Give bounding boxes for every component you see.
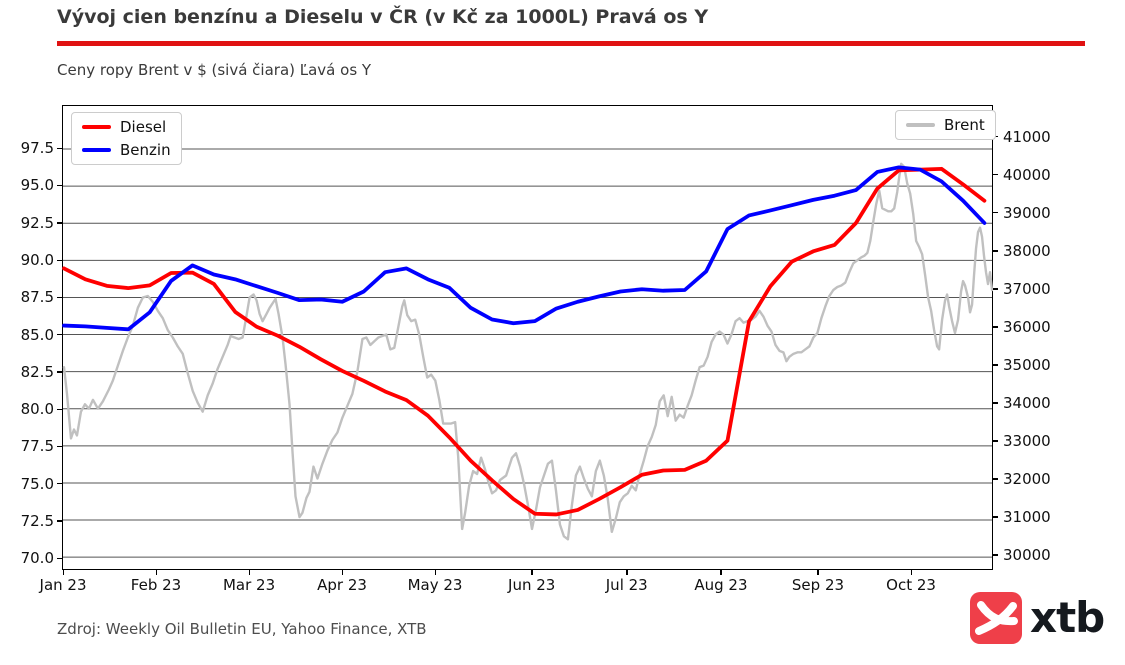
- axis-tick: [993, 440, 998, 442]
- axis-tick: [993, 554, 998, 556]
- axis-tick: [57, 147, 62, 150]
- axis-tick: [57, 445, 62, 448]
- left-axis-tick-label: 97.5: [20, 139, 54, 158]
- series-line-brent: [62, 162, 994, 541]
- right-axis-tick-label: 38000: [1003, 241, 1051, 260]
- axis-tick: [993, 364, 998, 366]
- right-axis-tick-label: 30000: [1003, 545, 1051, 564]
- page-title: Vývoj cien benzínu a Dieselu v ČR (v Kč …: [57, 6, 709, 28]
- axis-tick: [248, 570, 250, 575]
- source-text: Zdroj: Weekly Oil Bulletin EU, Yahoo Fin…: [57, 620, 427, 638]
- legend-label-benzin: Benzin: [120, 141, 171, 159]
- left-axis-tick-label: 75.0: [20, 474, 54, 493]
- axis-tick: [62, 570, 64, 575]
- axis-tick: [57, 184, 62, 187]
- axis-tick: [993, 402, 998, 404]
- left-axis-tick-label: 82.5: [20, 362, 54, 381]
- axis-tick: [57, 520, 62, 522]
- axis-tick: [993, 174, 998, 176]
- x-axis-tick-label: Aug 23: [694, 576, 748, 594]
- axis-tick: [993, 250, 998, 252]
- left-axis-tick-label: 92.5: [20, 213, 54, 232]
- x-axis-tick-label: Feb 23: [130, 576, 182, 594]
- right-axis-tick-label: 39000: [1003, 203, 1051, 222]
- axis-tick: [993, 478, 998, 480]
- legend-fuel[interactable]: Diesel Benzin: [71, 112, 182, 165]
- legend-label-brent: Brent: [944, 116, 985, 134]
- right-axis-tick-label: 31000: [1003, 507, 1051, 526]
- axis-tick: [910, 570, 912, 575]
- axis-tick: [57, 557, 62, 559]
- xtb-bird-icon: [970, 592, 1022, 644]
- axis-tick: [434, 570, 436, 575]
- axis-tick: [57, 371, 62, 373]
- xtb-logo: xtb: [970, 592, 1105, 644]
- x-axis-tick-label: Jan 23: [39, 576, 87, 594]
- diesel-line-swatch: [82, 125, 111, 129]
- title-divider: [57, 41, 1085, 46]
- right-axis-tick-label: 35000: [1003, 355, 1051, 374]
- right-axis-tick-label: 36000: [1003, 317, 1051, 336]
- left-axis-tick-label: 95.0: [20, 176, 54, 195]
- axis-tick: [341, 570, 343, 575]
- left-axis-tick-label: 85.0: [20, 325, 54, 344]
- right-axis-tick-label: 32000: [1003, 469, 1051, 488]
- right-axis-tick-label: 37000: [1003, 279, 1051, 298]
- left-axis-tick-label: 80.0: [20, 400, 54, 419]
- page-subtitle: Ceny ropy Brent v $ (sivá čiara) Ľavá os…: [57, 61, 372, 79]
- plot-area: Diesel Benzin Brent: [62, 105, 996, 570]
- legend-item-diesel: Diesel: [82, 118, 171, 136]
- axis-tick: [57, 259, 62, 261]
- right-axis-tick-label: 40000: [1003, 165, 1051, 184]
- legend-item-brent: Brent: [906, 116, 985, 134]
- left-axis-tick-label: 87.5: [20, 288, 54, 307]
- xtb-logo-text: xtb: [1030, 593, 1105, 642]
- right-axis-tick-label: 33000: [1003, 431, 1051, 450]
- right-axis-tick-label: 34000: [1003, 393, 1051, 412]
- axis-tick: [57, 296, 62, 299]
- axis-tick: [993, 516, 998, 518]
- plot-canvas: [62, 148, 994, 558]
- x-axis-tick-label: Oct 23: [886, 576, 936, 594]
- legend-item-benzin: Benzin: [82, 141, 171, 159]
- x-axis-tick-label: May 23: [407, 576, 463, 594]
- legend-brent[interactable]: Brent: [895, 110, 996, 140]
- left-axis-tick-label: 72.5: [20, 511, 54, 530]
- series-line-diesel: [62, 166, 987, 517]
- legend-label-diesel: Diesel: [120, 118, 167, 136]
- x-axis-tick-label: Apr 23: [317, 576, 367, 594]
- x-axis-tick-label: Jun 23: [508, 576, 556, 594]
- left-axis-tick-label: 77.5: [20, 437, 54, 456]
- axis-tick: [155, 570, 157, 575]
- left-axis-tick-label: 70.0: [20, 549, 54, 568]
- axis-tick: [720, 570, 722, 575]
- axis-tick: [993, 212, 998, 214]
- x-axis-tick-label: Jul 23: [605, 576, 648, 594]
- axis-tick: [817, 570, 819, 575]
- benzin-line-swatch: [82, 148, 111, 152]
- axis-tick: [57, 222, 62, 224]
- axis-tick: [626, 570, 628, 575]
- axis-tick: [993, 288, 998, 290]
- axis-tick: [531, 570, 533, 575]
- brent-line-swatch: [906, 123, 935, 127]
- series-line-benzin: [62, 165, 987, 332]
- x-axis-tick-label: Sep 23: [791, 576, 845, 594]
- x-axis-tick-label: Mar 23: [222, 576, 276, 594]
- right-axis-tick-label: 41000: [1003, 127, 1051, 146]
- left-axis-tick-label: 90.0: [20, 251, 54, 269]
- axis-tick: [57, 483, 62, 485]
- axis-tick: [57, 408, 62, 410]
- axis-tick: [993, 326, 998, 328]
- axis-tick: [57, 334, 62, 336]
